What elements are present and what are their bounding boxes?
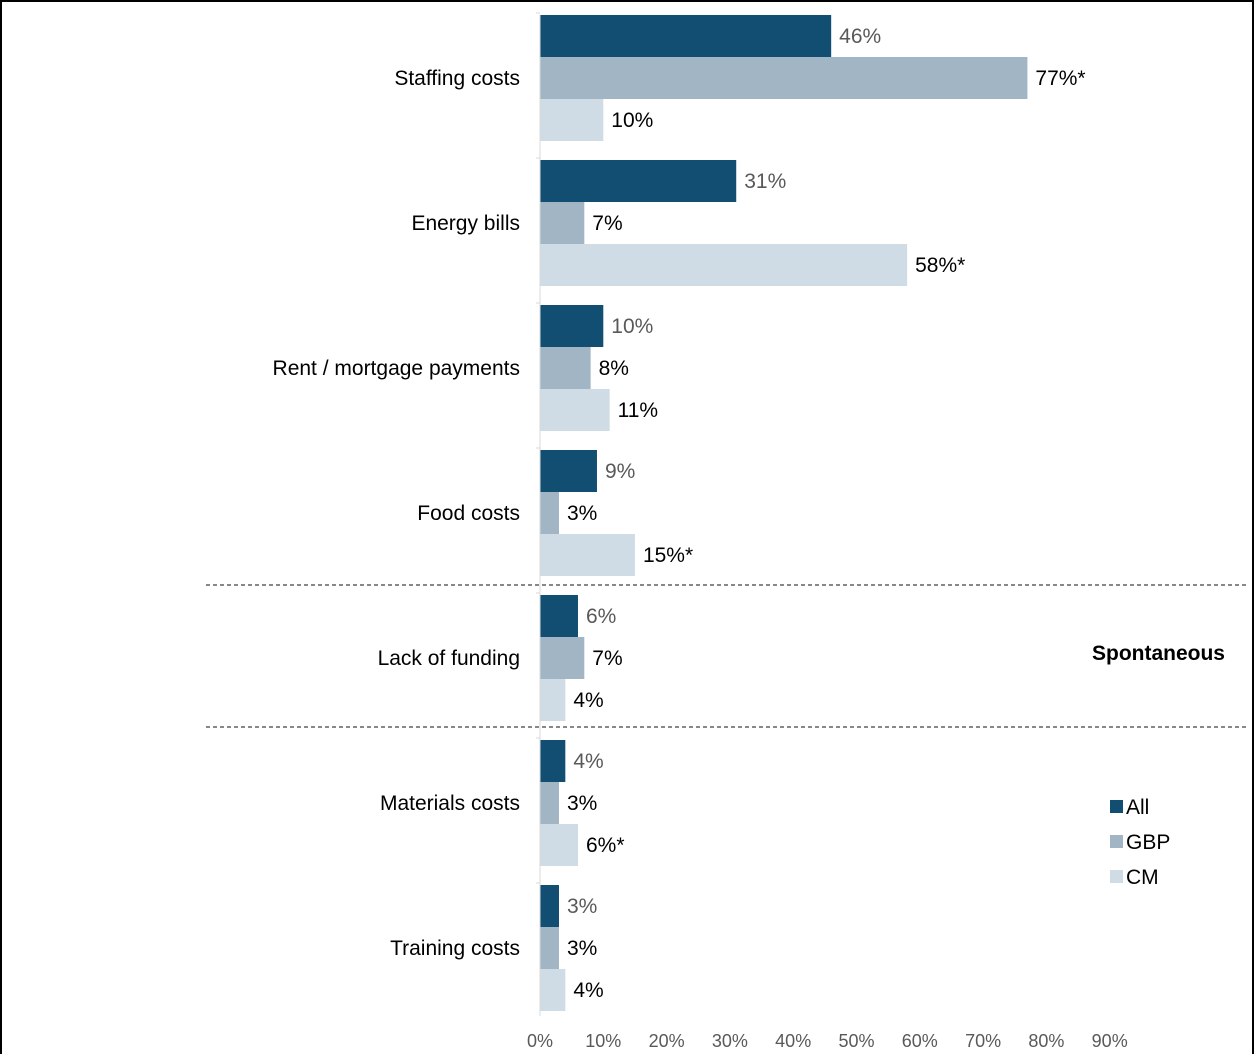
value-label-all-lack-of-funding: 6% <box>586 605 616 628</box>
value-label-cm-energy-bills: 58%* <box>915 254 965 277</box>
legend-label-all: All <box>1126 796 1149 819</box>
bar-cm-lack-of-funding <box>540 679 566 721</box>
value-label-all-energy-bills: 31% <box>744 170 786 193</box>
bar-cm-staffing-costs <box>540 99 604 141</box>
value-label-cm-training-costs: 4% <box>573 979 603 1002</box>
legend: All GBP CM <box>1110 796 1170 889</box>
legend-label-gbp: GBP <box>1126 831 1170 854</box>
value-label-gbp-training-costs: 3% <box>567 937 597 960</box>
x-tick-label: 70% <box>965 1031 1001 1051</box>
legend-swatch-all <box>1110 800 1123 813</box>
bar-all-food-costs <box>540 450 597 492</box>
category-label-lack-of-funding: Lack of funding <box>378 647 520 670</box>
bar-all-training-costs <box>540 885 559 927</box>
bar-cm-food-costs <box>540 534 635 576</box>
value-label-all-training-costs: 3% <box>567 895 597 918</box>
x-tick-label: 90% <box>1092 1031 1128 1051</box>
category-label-food-costs: Food costs <box>417 502 520 525</box>
x-axis: 0% 10% 20% 30% 40% 50% 60% 70% 80% 90% <box>527 12 1128 1051</box>
x-tick-label: 30% <box>712 1031 748 1051</box>
bar-gbp-energy-bills <box>540 202 585 244</box>
value-label-all-materials-costs: 4% <box>573 750 603 773</box>
x-tick-label: 80% <box>1028 1031 1064 1051</box>
value-label-gbp-rent-mortgage-payments: 8% <box>599 357 629 380</box>
spontaneous-annotation: Spontaneous <box>1092 642 1225 665</box>
value-label-cm-rent-mortgage-payments: 11% <box>618 399 658 422</box>
value-label-gbp-food-costs: 3% <box>567 502 597 525</box>
bar-cm-training-costs <box>540 969 566 1011</box>
value-label-gbp-staffing-costs: 77%* <box>1035 67 1085 90</box>
value-labels: 46% 77%* 10% 31% 7% 58%* 10% 8% 11% 9% 3% 15%* 6% 7% 4… <box>567 25 1086 1002</box>
value-label-cm-food-costs: 15%* <box>643 544 693 567</box>
value-label-cm-staffing-costs: 10% <box>611 109 653 132</box>
legend-swatch-gbp <box>1110 835 1123 848</box>
bar-all-rent-mortgage-payments <box>540 305 604 347</box>
x-tick-label: 20% <box>649 1031 685 1051</box>
divider-lines <box>206 584 1246 728</box>
value-label-cm-lack-of-funding: 4% <box>573 689 603 712</box>
value-label-cm-materials-costs: 6%* <box>586 834 625 857</box>
value-label-all-food-costs: 9% <box>605 460 635 483</box>
bar-all-staffing-costs <box>540 15 832 57</box>
bar-gbp-training-costs <box>540 927 559 969</box>
x-tick-label: 50% <box>838 1031 874 1051</box>
legend-label-cm: CM <box>1126 866 1159 889</box>
bar-gbp-rent-mortgage-payments <box>540 347 591 389</box>
bar-cm-energy-bills <box>540 244 908 286</box>
bar-all-energy-bills <box>540 160 737 202</box>
bar-all-materials-costs <box>540 740 566 782</box>
x-tick-label: 40% <box>775 1031 811 1051</box>
category-label-staffing-costs: Staffing costs <box>394 67 520 90</box>
bars <box>540 15 1028 1011</box>
bar-gbp-lack-of-funding <box>540 637 585 679</box>
bar-gbp-materials-costs <box>540 782 559 824</box>
value-label-all-staffing-costs: 46% <box>839 25 881 48</box>
bar-all-lack-of-funding <box>540 595 578 637</box>
value-label-gbp-lack-of-funding: 7% <box>592 647 622 670</box>
category-label-materials-costs: Materials costs <box>380 792 520 815</box>
value-label-all-rent-mortgage-payments: 10% <box>611 315 653 338</box>
legend-swatch-cm <box>1110 870 1123 883</box>
value-label-gbp-materials-costs: 3% <box>567 792 597 815</box>
bar-cm-rent-mortgage-payments <box>540 389 610 431</box>
x-tick-label: 10% <box>585 1031 621 1051</box>
category-labels: Staffing costs Energy bills Rent / mortgag… <box>273 67 520 960</box>
bar-cm-materials-costs <box>540 824 578 866</box>
category-label-energy-bills: Energy bills <box>411 212 520 235</box>
bar-gbp-staffing-costs <box>540 57 1028 99</box>
category-label-rent-mortgage-payments: Rent / mortgage payments <box>273 357 520 380</box>
x-tick-label: 0% <box>527 1031 553 1051</box>
value-label-gbp-energy-bills: 7% <box>592 212 622 235</box>
category-label-training-costs: Training costs <box>390 937 520 960</box>
x-tick-label: 60% <box>902 1031 938 1051</box>
bar-gbp-food-costs <box>540 492 559 534</box>
